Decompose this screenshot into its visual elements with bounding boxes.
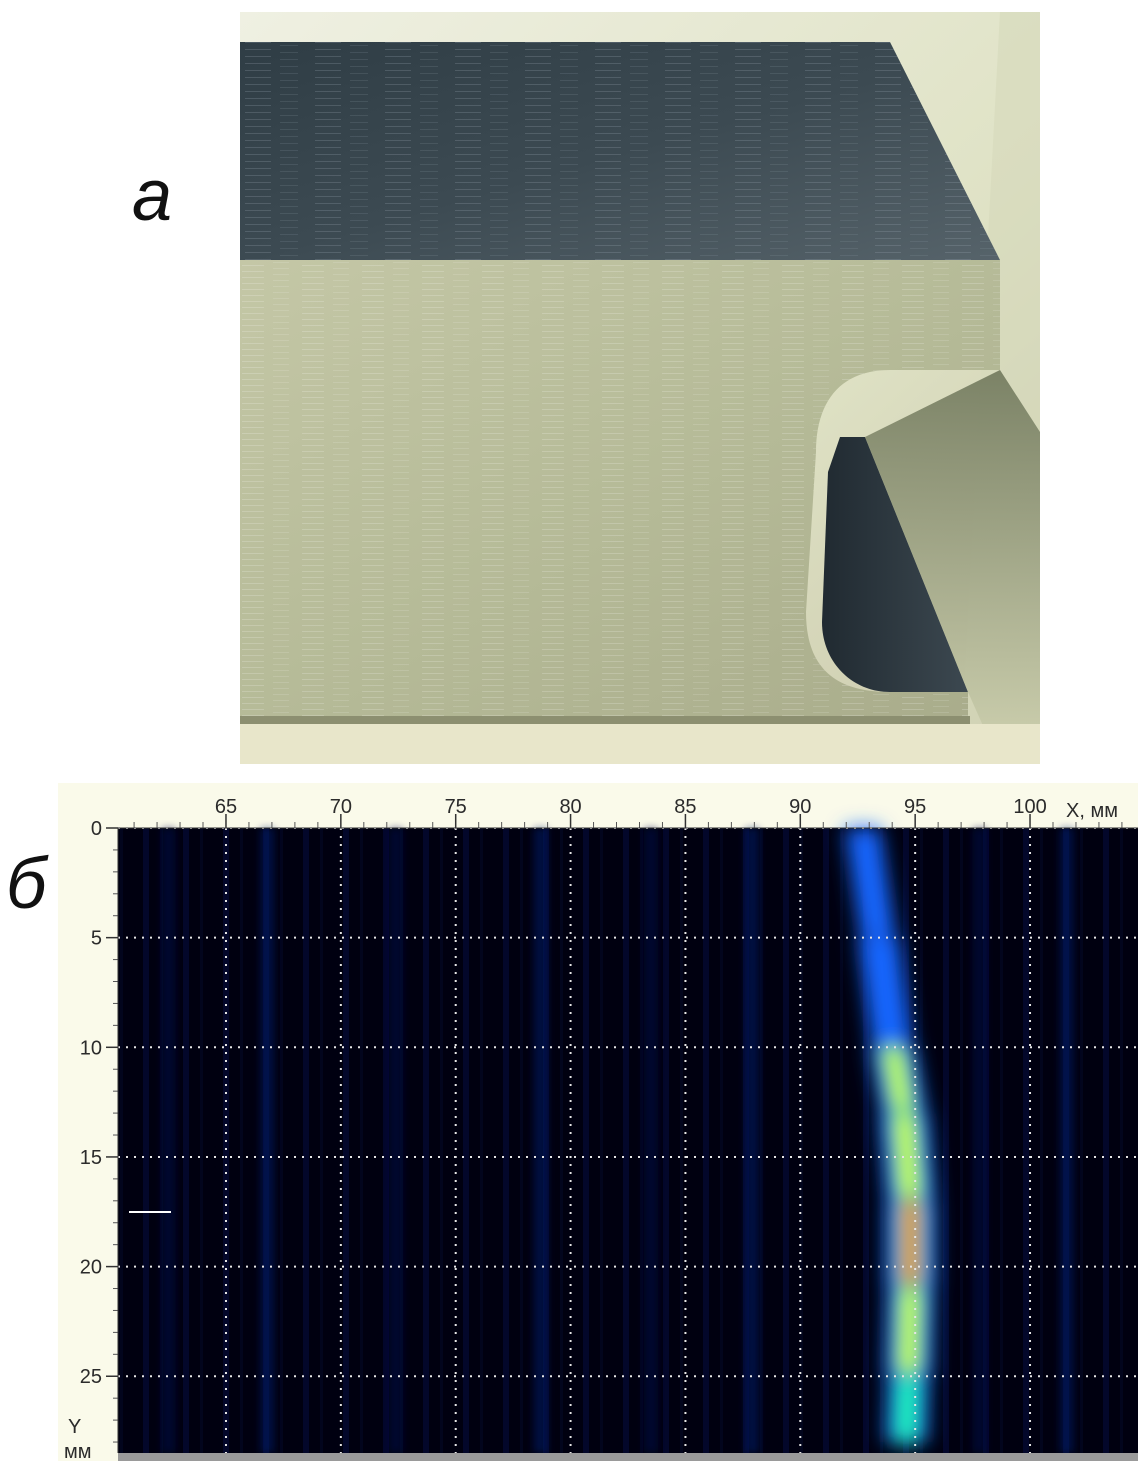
x-tick-label: 70 <box>330 796 352 818</box>
y-tick-label: 20 <box>80 1257 102 1279</box>
y-tick-label: 25 <box>80 1366 102 1388</box>
scan-heatmap: 65 70 75 80 85 90 95 100 0 5 10 15 20 25 X, мм Y мм <box>64 796 1138 1461</box>
hotspot-segment <box>900 1288 919 1377</box>
x-tick-label: 100 <box>1013 796 1046 818</box>
y-axis-label-line2: мм <box>64 1441 92 1461</box>
background-streak <box>643 828 658 1453</box>
x-tick-label: 80 <box>559 796 581 818</box>
background-streak <box>533 828 548 1453</box>
x-tick-label: 75 <box>445 796 467 818</box>
bottom-scale-bar <box>118 1453 1138 1461</box>
scan-gate-marker <box>129 1211 171 1213</box>
panel-label-a: a <box>132 156 173 236</box>
hotspot-segment <box>844 828 896 938</box>
x-tick-label: 95 <box>904 796 926 818</box>
x-tick-label: 85 <box>674 796 696 818</box>
background-streak <box>260 828 275 1453</box>
background-streak <box>972 828 987 1453</box>
x-tick-label: 90 <box>789 796 811 818</box>
background-streak <box>1059 828 1074 1453</box>
background-streak <box>745 828 760 1453</box>
y-tick-label: 5 <box>91 928 102 950</box>
panel-label-b: б <box>6 844 47 924</box>
ultrasonic-scan-panel: 65 70 75 80 85 90 95 100 0 5 10 15 20 25 X, мм Y мм <box>58 783 1138 1461</box>
y-tick-label: 0 <box>91 818 102 840</box>
x-axis-label: X, мм <box>1066 800 1118 822</box>
x-tick-label: 65 <box>215 796 237 818</box>
hotspot-segment <box>884 1047 912 1114</box>
y-axis-label-line1: Y <box>68 1416 81 1438</box>
y-tick-label: 15 <box>80 1147 102 1169</box>
y-tick-label: 10 <box>80 1037 102 1059</box>
background-streak <box>388 828 403 1453</box>
hotspot-segment <box>863 937 907 1048</box>
hotspot-segment <box>905 1200 916 1289</box>
hotspot-segment <box>895 1376 919 1443</box>
plot-background <box>118 828 1138 1453</box>
machined-block-photo <box>240 12 1040 764</box>
background-streak <box>161 828 176 1453</box>
hotspot-segment <box>895 1113 920 1201</box>
